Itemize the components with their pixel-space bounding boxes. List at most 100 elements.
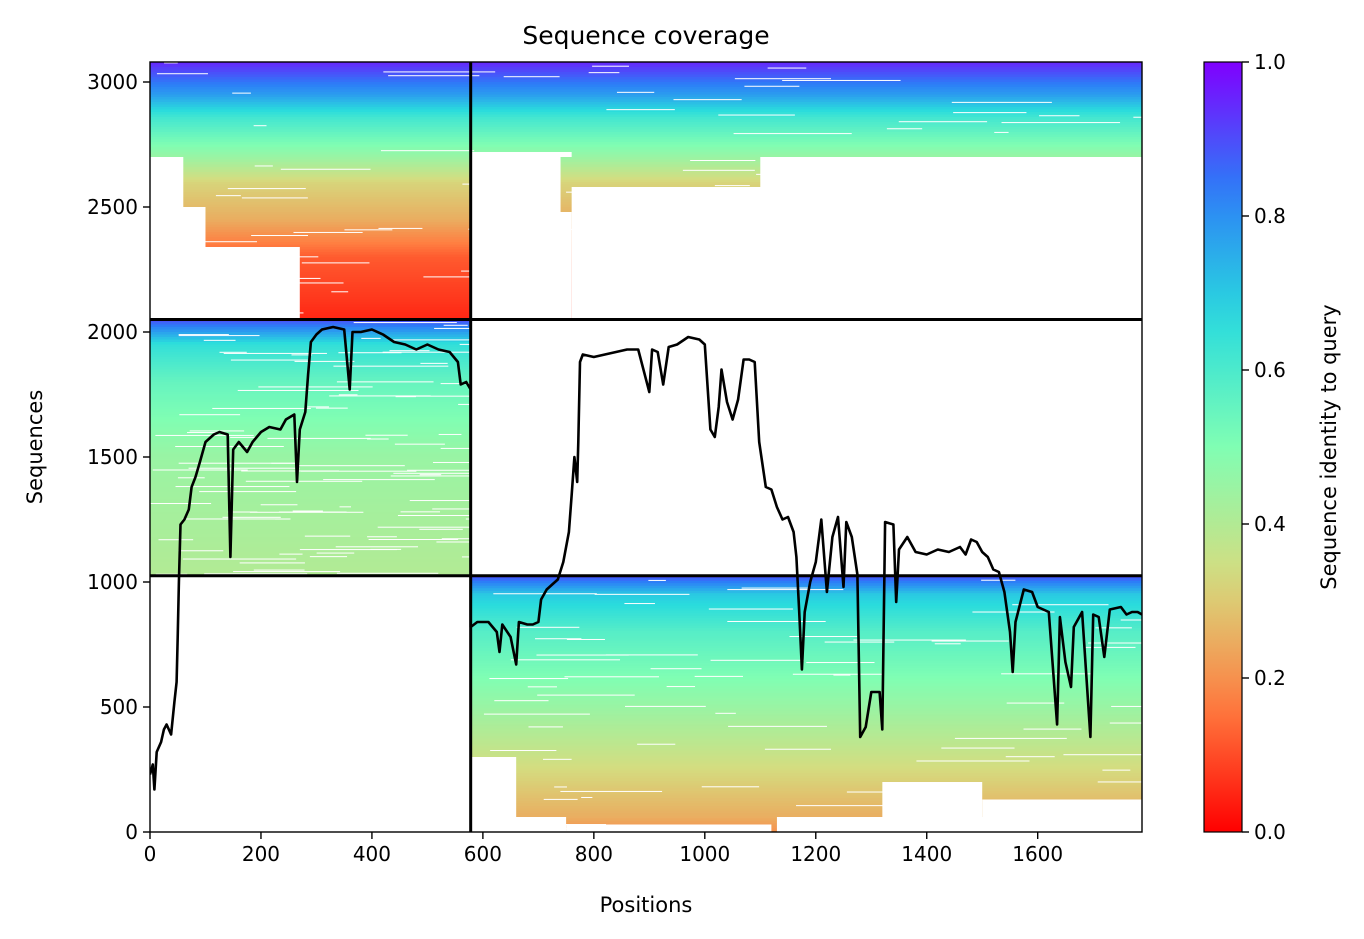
gap-streak bbox=[910, 307, 977, 309]
gap-streak bbox=[918, 819, 954, 821]
heat-band bbox=[150, 122, 1142, 126]
gap-streak bbox=[886, 128, 923, 130]
gap-streak bbox=[581, 796, 593, 798]
heat-band bbox=[150, 94, 1142, 98]
x-tick-label: 1600 bbox=[1012, 842, 1063, 866]
heat-band bbox=[470, 753, 1142, 757]
gap-streak bbox=[786, 243, 877, 245]
gap-streak bbox=[1081, 306, 1142, 308]
heat-band bbox=[470, 618, 1142, 622]
heat-band bbox=[470, 678, 1142, 682]
gap-streak bbox=[361, 337, 381, 339]
gap-streak bbox=[943, 264, 970, 266]
gap-streak bbox=[733, 133, 852, 135]
x-tick-label: 400 bbox=[353, 842, 391, 866]
heat-band bbox=[470, 743, 1142, 747]
heat-band bbox=[150, 332, 471, 336]
gap-streak bbox=[741, 587, 809, 589]
colorbar-tick-label: 0.2 bbox=[1254, 666, 1286, 690]
heat-band bbox=[150, 542, 471, 546]
gap-streak bbox=[673, 99, 742, 101]
gap-streak bbox=[210, 312, 304, 314]
gap-streak bbox=[394, 443, 445, 445]
gap-streak bbox=[299, 549, 397, 551]
gap-streak bbox=[336, 381, 434, 383]
heat-band bbox=[470, 650, 1142, 654]
heat-band bbox=[150, 522, 471, 526]
heat-band bbox=[150, 539, 471, 543]
coverage-line-group bbox=[150, 325, 1142, 791]
gap-streak bbox=[1048, 220, 1137, 222]
gap-streak bbox=[527, 686, 557, 688]
gap-streak bbox=[253, 125, 267, 127]
gap-streak bbox=[419, 474, 442, 476]
gap-streak bbox=[316, 552, 355, 554]
coverage-line bbox=[150, 325, 1142, 791]
heat-band bbox=[470, 580, 1142, 584]
gap-region bbox=[776, 817, 1142, 832]
y-tick-label: 1500 bbox=[87, 445, 138, 469]
heat-band bbox=[150, 519, 471, 523]
gap-streak bbox=[846, 791, 913, 793]
y-axis-ticks: 0 500 1000 1500 2000 2500 3000 bbox=[87, 70, 150, 844]
heat-band bbox=[470, 648, 1142, 652]
heat-band bbox=[150, 502, 471, 506]
heat-band bbox=[470, 728, 1142, 732]
heat-band bbox=[150, 162, 1142, 166]
gap-streak bbox=[1012, 604, 1109, 606]
heat-band bbox=[470, 578, 1142, 582]
gap-streak bbox=[1085, 646, 1136, 648]
heat-band bbox=[150, 432, 471, 436]
heat-band bbox=[150, 517, 471, 521]
gap-streak bbox=[833, 674, 851, 676]
gap-streak bbox=[389, 350, 430, 352]
gap-streak bbox=[710, 659, 804, 661]
heat-band bbox=[150, 547, 471, 551]
gap-streak bbox=[377, 526, 492, 528]
heat-band bbox=[470, 760, 1142, 764]
heat-band bbox=[150, 482, 471, 486]
gap-streak bbox=[419, 528, 463, 530]
y-tick-label: 3000 bbox=[87, 70, 138, 94]
heat-band bbox=[150, 512, 471, 516]
gap-streak bbox=[258, 386, 373, 388]
gap-streak bbox=[951, 101, 1052, 103]
heat-band bbox=[470, 663, 1142, 667]
heat-band bbox=[150, 494, 471, 498]
heat-band bbox=[470, 655, 1142, 659]
gap-streak bbox=[637, 743, 676, 745]
heat-band bbox=[470, 640, 1142, 644]
gap-streak bbox=[388, 75, 480, 77]
heat-band bbox=[150, 69, 1142, 73]
heat-band bbox=[470, 798, 1142, 802]
heat-band bbox=[470, 583, 1142, 587]
gap-streak bbox=[989, 804, 1088, 806]
gap-streak bbox=[178, 334, 229, 336]
gap-streak bbox=[916, 760, 1030, 762]
gap-streak bbox=[821, 179, 893, 181]
gap-streak bbox=[972, 611, 1055, 613]
heat-band bbox=[150, 467, 471, 471]
heat-band bbox=[150, 132, 1142, 136]
colorbar-tick-label: 0.6 bbox=[1254, 358, 1286, 382]
gap-streak bbox=[786, 825, 830, 827]
heat-band bbox=[150, 334, 471, 338]
heat-band bbox=[150, 484, 471, 488]
heat-band bbox=[470, 630, 1142, 634]
heat-band bbox=[470, 755, 1142, 759]
gap-streak bbox=[537, 694, 635, 696]
gap-streak bbox=[642, 253, 713, 255]
gap-streak bbox=[383, 71, 496, 73]
gap-streak bbox=[931, 640, 1009, 642]
heat-band bbox=[150, 174, 1142, 178]
heat-band bbox=[150, 87, 1142, 91]
x-axis-ticks: 0 200 400 600 800 1000 1200 1400 1600 bbox=[144, 832, 1063, 866]
gap-streak bbox=[764, 748, 832, 750]
gap-streak bbox=[233, 571, 341, 573]
heat-band bbox=[150, 322, 471, 326]
gap-streak bbox=[1039, 115, 1080, 117]
heat-band bbox=[470, 683, 1142, 687]
heat-band bbox=[150, 74, 1142, 78]
y-tick-label: 0 bbox=[125, 820, 138, 844]
heat-band bbox=[150, 329, 471, 333]
